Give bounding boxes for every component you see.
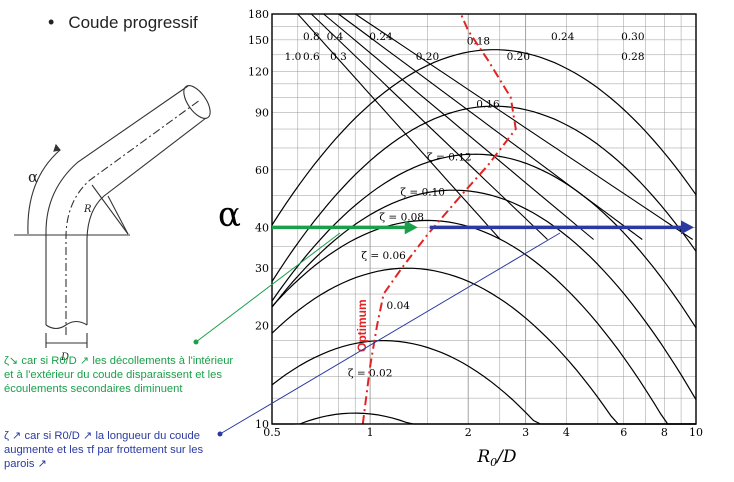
x-tick-label: 2: [465, 426, 472, 439]
contour-curve-steep: [297, 13, 501, 240]
x-tick-label: 3: [522, 426, 529, 439]
x-tick-label: 0.5: [263, 426, 281, 439]
contour-label: 0.18: [467, 36, 490, 48]
contour-label: 0.28: [621, 51, 644, 63]
green-connector-line: [195, 232, 341, 343]
bullet-icon: •: [48, 12, 55, 32]
contour-label: 0.6: [303, 51, 320, 63]
contour-curve: [272, 412, 696, 425]
y-tick-label: 10: [255, 418, 269, 431]
optimum-curve: [361, 13, 517, 425]
y-tick-label: 150: [248, 34, 269, 47]
blue-connector-line: [219, 232, 561, 435]
contour-label: ζ = 0.06: [361, 250, 406, 262]
contour-curve: [271, 105, 697, 282]
contour-label: 0.4: [327, 31, 344, 43]
chart-contour-labels: 0.8 0.4 1.0 0.6 0.3 0.24 0.20 0.18 0.20 0.24 0.30 0…: [285, 31, 645, 379]
contour-curve-steep: [338, 13, 643, 240]
contour-label: 0.24: [369, 31, 393, 43]
contour-label: 0.16: [476, 99, 500, 111]
contour-label: 0.04: [387, 300, 411, 312]
contour-label: 0.20: [507, 51, 530, 63]
x-tick-label: 10: [689, 426, 703, 439]
y-tick-label: 90: [255, 106, 269, 119]
contour-label: ζ = 0.10: [400, 187, 445, 199]
y-tick-label: 30: [255, 262, 269, 275]
x-tick-label: 6: [620, 426, 627, 439]
contour-curve-steep: [310, 13, 548, 240]
contour-label: 0.8: [303, 31, 320, 43]
blue-connector-dot: [217, 431, 223, 437]
chart-grid: [272, 14, 696, 424]
chart-frame: [271, 13, 697, 425]
contour-curve: [271, 189, 697, 401]
contour-label: 0.24: [551, 31, 575, 43]
contour-label: ζ = 0.08: [379, 211, 424, 223]
contour-label: 1.0: [285, 51, 302, 63]
contour-label: ζ = 0.12: [427, 152, 472, 164]
y-tick-label: 40: [255, 221, 269, 234]
blue-note: ζ ↗ car si R0/D ↗ la longueur du coude a…: [4, 430, 204, 470]
y-tick-label: 120: [248, 66, 269, 79]
contour-curve: [271, 267, 696, 425]
blue-arrow-head: [681, 220, 694, 235]
green-connector-dot: [193, 339, 199, 345]
chart-ticks: 0.5 1 2 3 4 6 8 10 10 20 30 40 60 90 120 150 180: [248, 8, 703, 439]
y-tick-label: 180: [248, 8, 269, 21]
contour-label: 0.20: [416, 51, 439, 63]
contour-curve: [271, 219, 696, 425]
slide-title-text: Coude progressif: [68, 13, 198, 32]
x-tick-label: 1: [367, 426, 374, 439]
y-tick-label: 20: [255, 320, 269, 333]
contour-curve-steep: [354, 13, 694, 240]
x-axis-label: R0/D: [476, 447, 517, 469]
contour-curve: [271, 49, 697, 226]
y-tick-label: 60: [255, 164, 269, 177]
contour-label: 0.30: [621, 31, 644, 43]
contour-label: 0.3: [330, 51, 347, 63]
contour-curve-steep: [323, 13, 594, 240]
chart-contours: [271, 13, 697, 425]
slide-title: • Coude progressif: [48, 12, 198, 33]
x-tick-label: 8: [661, 426, 668, 439]
contour-curve: [271, 153, 697, 329]
x-tick-label: 4: [563, 426, 570, 439]
alpha-axis-symbol: α: [218, 195, 241, 235]
contour-curve: [271, 339, 696, 425]
green-note: ζ↘ car si R0/D ↗ les décollements à l'in…: [4, 355, 234, 395]
optimum-label: Optimum: [355, 299, 369, 352]
green-arrow-head: [404, 220, 418, 235]
